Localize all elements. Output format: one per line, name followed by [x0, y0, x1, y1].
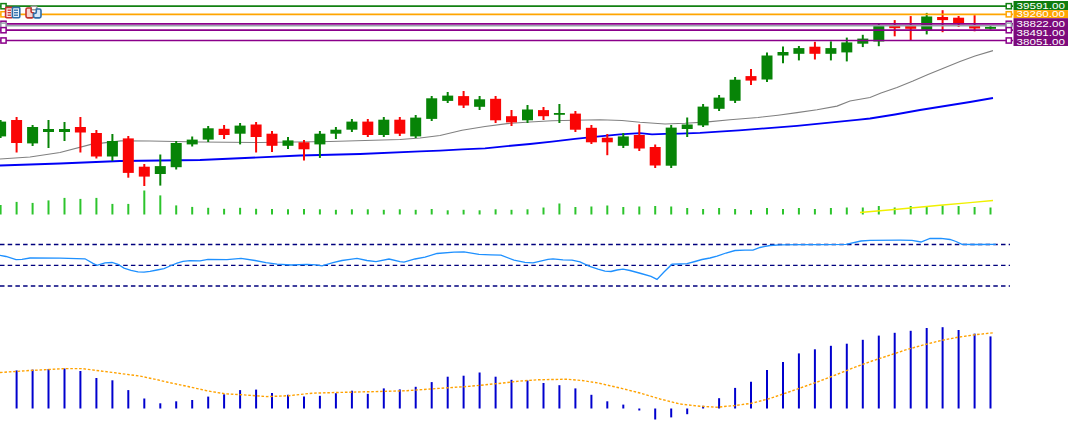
svg-text:39591.00: 39591.00 [1017, 0, 1066, 11]
svg-text:38051.00: 38051.00 [1017, 36, 1066, 47]
